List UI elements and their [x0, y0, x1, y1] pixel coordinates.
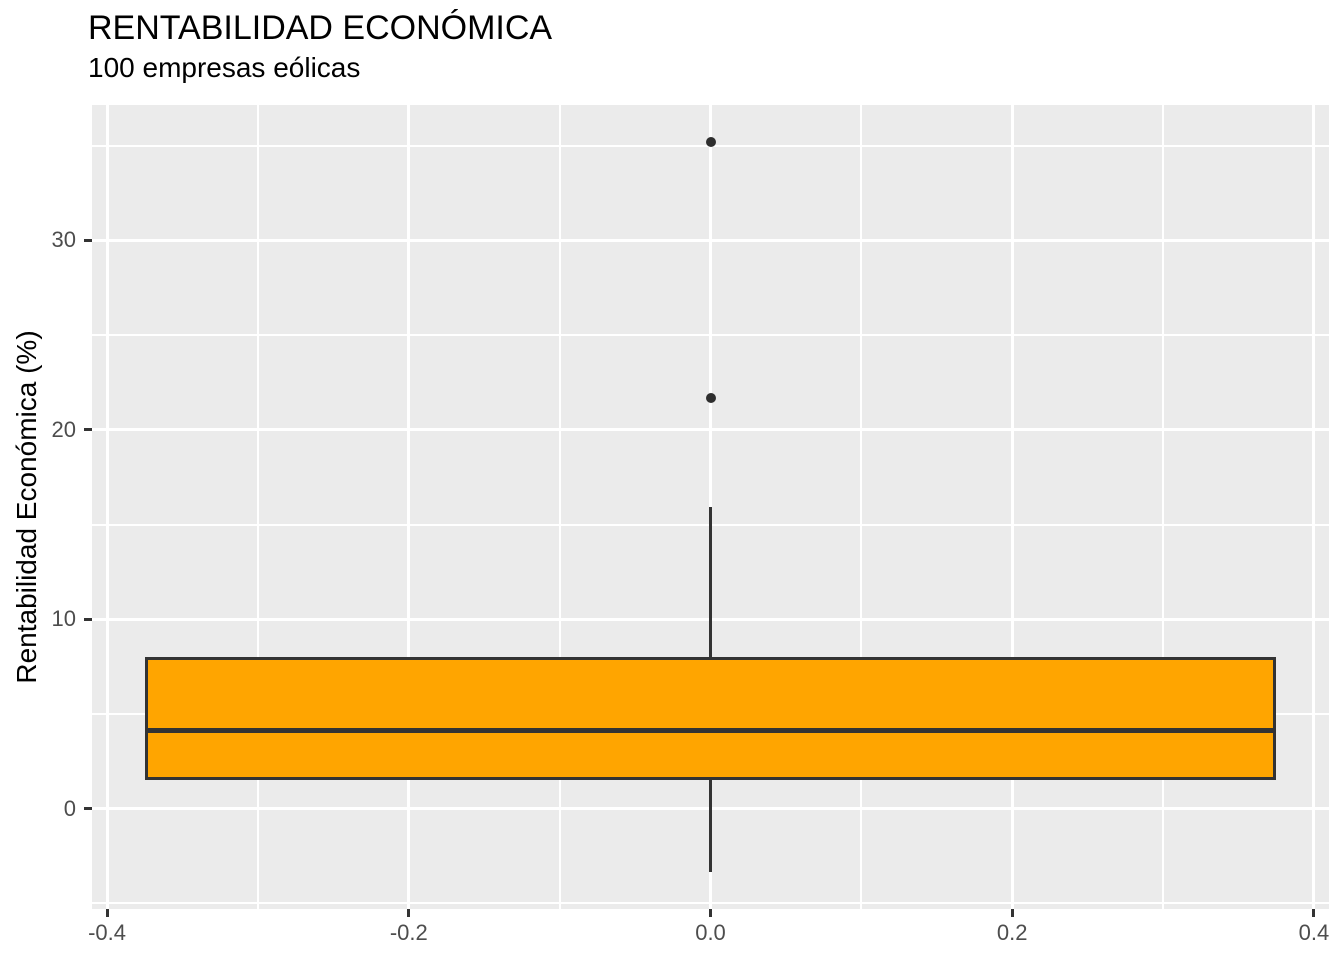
y-tick-mark — [84, 617, 92, 621]
boxplot-lower-whisker — [709, 780, 712, 873]
gridline-minor-vertical — [860, 105, 863, 909]
boxplot-upper-whisker — [709, 507, 712, 658]
gridline-major-vertical — [407, 105, 411, 909]
x-tick-mark — [1312, 909, 1316, 917]
x-tick-mark — [407, 909, 411, 917]
y-tick-mark — [84, 238, 92, 242]
plot-panel — [92, 105, 1329, 909]
gridline-major-vertical — [105, 105, 109, 909]
chart-title: RENTABILIDAD ECONÓMICA — [88, 9, 553, 47]
x-tick-label: 0.4 — [1298, 920, 1330, 945]
x-tick-mark — [105, 909, 109, 917]
x-tick-label: -0.2 — [389, 920, 428, 945]
gridline-minor-vertical — [1162, 105, 1165, 909]
y-tick-label: 10 — [51, 606, 76, 632]
chart-subtitle: 100 empresas eólicas — [88, 52, 361, 83]
boxplot-outlier-point — [705, 392, 716, 403]
gridline-major-vertical — [1312, 105, 1316, 909]
x-tick-mark — [709, 909, 712, 917]
x-tick-label: 0.0 — [695, 920, 726, 945]
y-tick-label: 20 — [51, 416, 76, 442]
gridline-minor-vertical — [558, 105, 561, 909]
x-tick-label: -0.4 — [88, 920, 127, 945]
gridline-minor-vertical — [256, 105, 259, 909]
y-tick-label: 0 — [63, 795, 76, 821]
boxplot-box — [144, 657, 1277, 781]
gridline-major-vertical — [709, 105, 712, 909]
x-tick-mark — [1010, 909, 1014, 917]
y-tick-label: 30 — [51, 227, 76, 253]
gridline-major-vertical — [1010, 105, 1014, 909]
x-tick-label: 0.2 — [996, 920, 1028, 945]
y-tick-mark — [84, 807, 92, 811]
y-tick-mark — [84, 428, 92, 432]
boxplot-median-line — [147, 727, 1274, 733]
boxplot-outlier-point — [705, 136, 716, 147]
